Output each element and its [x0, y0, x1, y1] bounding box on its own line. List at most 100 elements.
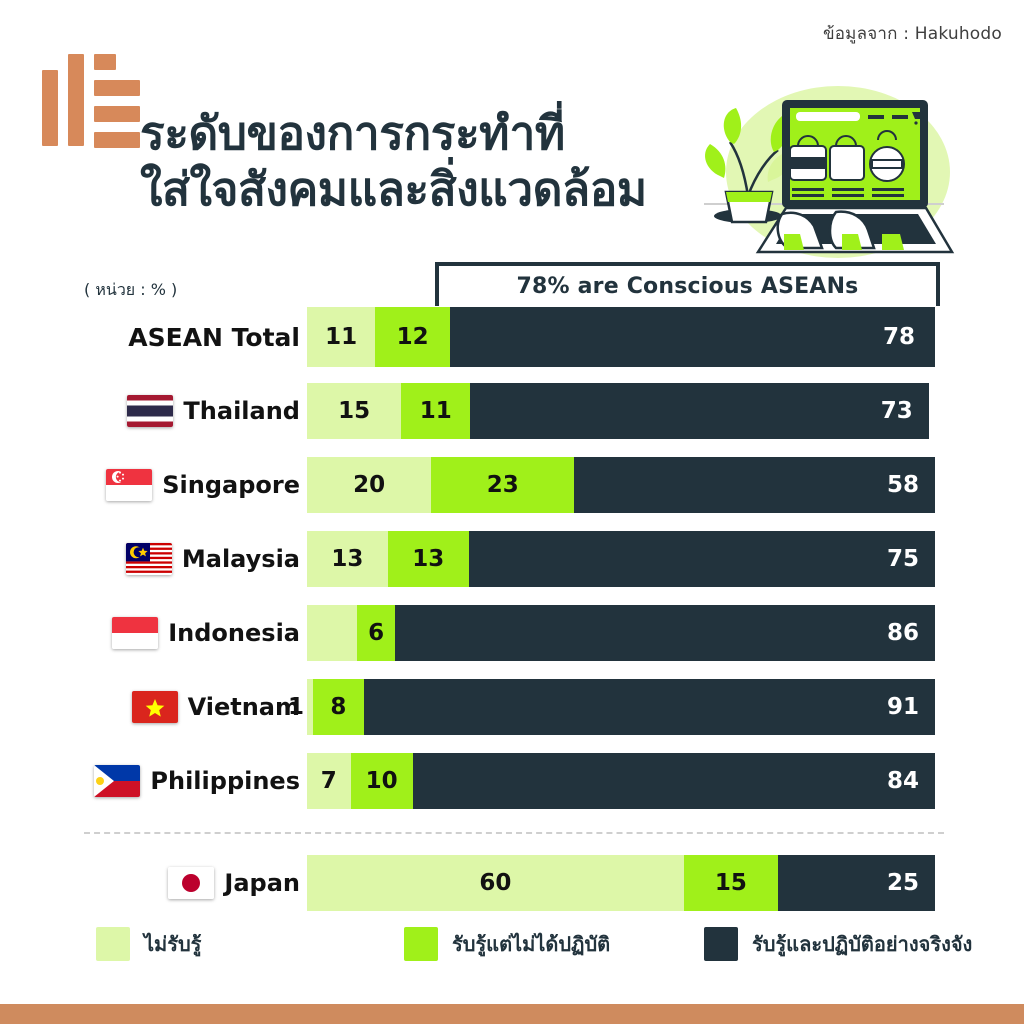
segment-aware-not-acting: 8 [313, 679, 364, 735]
segment-value: 15 [338, 398, 371, 424]
segment-value: 13 [412, 546, 445, 572]
footer-accent-bar [0, 1004, 1024, 1024]
row-label-zone: Vietnam [60, 670, 300, 744]
segment-aware-acting: 58 [574, 457, 935, 513]
segment-aware-acting: 86 [394, 605, 935, 661]
segment-value: 75 [886, 546, 919, 572]
segment-unaware: 13 [307, 531, 388, 587]
segment-unaware: 60 [307, 855, 684, 911]
stacked-bar: 11 12 78 [307, 307, 935, 367]
data-source-credit: ข้อมูลจาก : Hakuhodo [822, 24, 1002, 44]
page-title: ระดับของการกระทำที่ ใส่ใจสังคมและสิ่งแวด… [140, 105, 730, 217]
stacked-bar: 7 10 84 [307, 753, 935, 809]
country-name: Vietnam [187, 693, 300, 721]
row-label-zone: Thailand [60, 374, 300, 448]
brand-logo-icon [38, 54, 142, 154]
segment-value: 7 [320, 768, 337, 794]
segment-value: 23 [486, 472, 519, 498]
segment-aware-not-acting: 12 [375, 307, 450, 367]
flag-icon-philippines [94, 765, 141, 797]
segment-value: 84 [886, 768, 919, 794]
segment-aware-not-acting: 6 [357, 605, 395, 661]
segment-aware-not-acting: 23 [431, 457, 575, 513]
segment-aware-acting: 91 [363, 679, 935, 735]
row-label-zone: Indonesia [60, 596, 300, 670]
flag-icon-indonesia [112, 617, 159, 649]
segment-aware-acting: 25 [777, 855, 935, 911]
chart-row: Malaysia 13 13 75 [0, 522, 1024, 596]
country-name: Japan [224, 869, 300, 897]
segment-value: 20 [353, 472, 386, 498]
segment-aware-not-acting: 10 [350, 753, 413, 809]
chart-legend: ไม่รับรู้ รับรู้แต่ไม่ได้ปฏิบัติ รับรู้แ… [96, 927, 976, 967]
legend-item-unaware: ไม่รับรู้ [96, 927, 201, 961]
chart-row: Philippines 7 10 84 [0, 744, 1024, 818]
legend-swatch-aware-not-acting [404, 927, 438, 961]
legend-item-aware-not-acting: รับรู้แต่ไม่ได้ปฏิบัติ [404, 927, 610, 961]
flag-icon-singapore [106, 469, 153, 501]
segment-aware-acting: 73 [470, 383, 929, 439]
stacked-bar: 1 8 91 [288, 679, 935, 735]
country-name: Philippines [150, 767, 300, 795]
stacked-bar: 60 15 25 [307, 855, 935, 911]
segment-unaware: 7 [307, 753, 351, 809]
chart-row: Singapore 20 23 58 [0, 448, 1024, 522]
country-name: Indonesia [168, 619, 300, 647]
segment-unaware: 1 [288, 679, 314, 735]
legend-swatch-unaware [96, 927, 130, 961]
segment-value: 91 [886, 694, 919, 720]
chart-row: Vietnam 1 8 91 [0, 670, 1024, 744]
flag-icon-malaysia [125, 543, 172, 575]
segment-value: 60 [479, 870, 512, 896]
segment-aware-not-acting: 11 [401, 383, 471, 439]
segment-value: 58 [886, 472, 919, 498]
segment-value: 6 [368, 620, 385, 646]
flag-icon-japan [168, 867, 215, 899]
row-label-zone: Japan [60, 846, 300, 920]
segment-unaware [307, 605, 358, 661]
legend-swatch-aware-acting [704, 927, 738, 961]
segment-value: 15 [714, 870, 747, 896]
row-label-zone: Malaysia [60, 522, 300, 596]
chart-row: Indonesia 6 86 [0, 596, 1024, 670]
country-name: ASEAN Total [128, 322, 300, 352]
segment-value: 73 [880, 398, 913, 424]
legend-label-aware-not-acting: รับรู้แต่ไม่ได้ปฏิบัติ [452, 932, 611, 956]
segment-value: 13 [331, 546, 364, 572]
segment-value: 86 [886, 620, 919, 646]
country-name: Thailand [183, 397, 300, 425]
stacked-bar: 20 23 58 [307, 457, 935, 513]
legend-item-aware-acting: รับรู้และปฏิบัติอย่างจริงจัง [704, 927, 972, 961]
row-label-zone: Singapore [60, 448, 300, 522]
segment-value-outside: 1 [288, 694, 305, 720]
segment-value: 12 [396, 324, 429, 350]
title-line-2: ใส่ใจสังคมและสิ่งแวดล้อม [140, 162, 647, 217]
stacked-bar: 15 11 73 [307, 383, 935, 439]
flag-icon-vietnam [131, 691, 178, 723]
segment-value: 11 [419, 398, 452, 424]
row-label-zone: Philippines [60, 744, 300, 818]
legend-label-unaware: ไม่รับรู้ [144, 932, 202, 956]
segment-value: 10 [365, 768, 398, 794]
chart-row: ASEAN Total 11 12 78 [0, 300, 1024, 374]
segment-aware-not-acting: 13 [387, 531, 469, 587]
legend-label-aware-acting: รับรู้และปฏิบัติอย่างจริงจัง [752, 932, 973, 956]
segment-value: 8 [330, 694, 347, 720]
laptop-shopping-illustration-icon [686, 84, 956, 274]
stacked-bar: 6 86 [307, 605, 935, 661]
country-name: Malaysia [181, 545, 300, 573]
callout-badge: 78% are Conscious ASEANs [435, 262, 940, 306]
segment-unaware: 20 [307, 457, 432, 513]
segment-aware-acting: 78 [449, 307, 935, 367]
segment-value: 25 [886, 870, 919, 896]
stacked-bar-chart: ASEAN Total 11 12 78 Thailand 15 11 73 Singapore… [0, 300, 1024, 920]
flag-icon-thailand [127, 395, 174, 427]
segment-unaware: 15 [307, 383, 402, 439]
title-line-1: ระดับของการกระทำที่ [140, 106, 565, 160]
chart-row: Thailand 15 11 73 [0, 374, 1024, 448]
segment-unaware: 11 [307, 307, 376, 367]
segment-value: 78 [882, 324, 915, 350]
segment-aware-not-acting: 15 [683, 855, 778, 911]
country-name: Singapore [162, 471, 300, 499]
